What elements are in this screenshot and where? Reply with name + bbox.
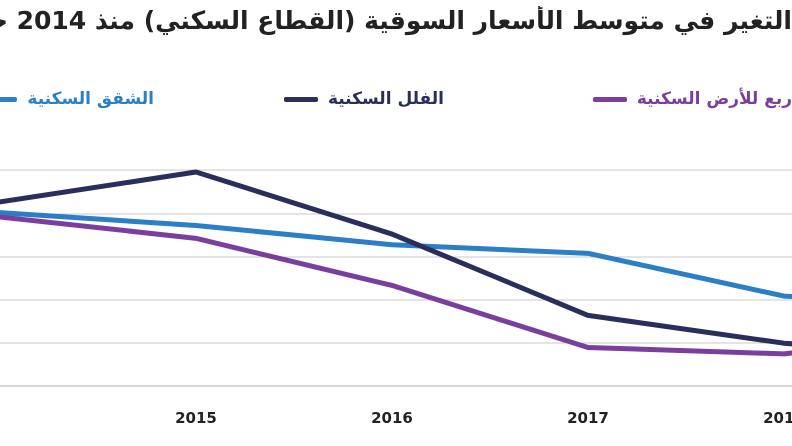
x-tick-label-2015: 2015 [175, 409, 217, 427]
legend-item-apartments: الشقق السكنية [0, 84, 154, 114]
legend-label-land: ربع للأرض السكنية [636, 89, 792, 109]
legend-label-apartments: الشقق السكنية [27, 89, 154, 109]
legend-label-villas: الفلل السكنية [327, 89, 444, 109]
legend-swatch-villas [283, 96, 318, 102]
series-line-villas [0, 169, 792, 347]
legend-item-land: ربع للأرض السكنية [576, 84, 792, 114]
x-tick-label-2018: 2018 [763, 409, 792, 427]
legend-swatch-apartments [0, 96, 18, 102]
x-tick-label-2016: 2016 [371, 409, 413, 427]
series-line-land [0, 214, 792, 357]
series-line-apartments [0, 210, 792, 300]
chart-title: التغير في متوسط الأسعار السوقية (القطاع … [0, 6, 792, 35]
legend-item-villas: الفلل السكنية [283, 84, 444, 114]
legend-swatch-land [592, 96, 627, 102]
x-tick-label-2017: 2017 [567, 409, 609, 427]
